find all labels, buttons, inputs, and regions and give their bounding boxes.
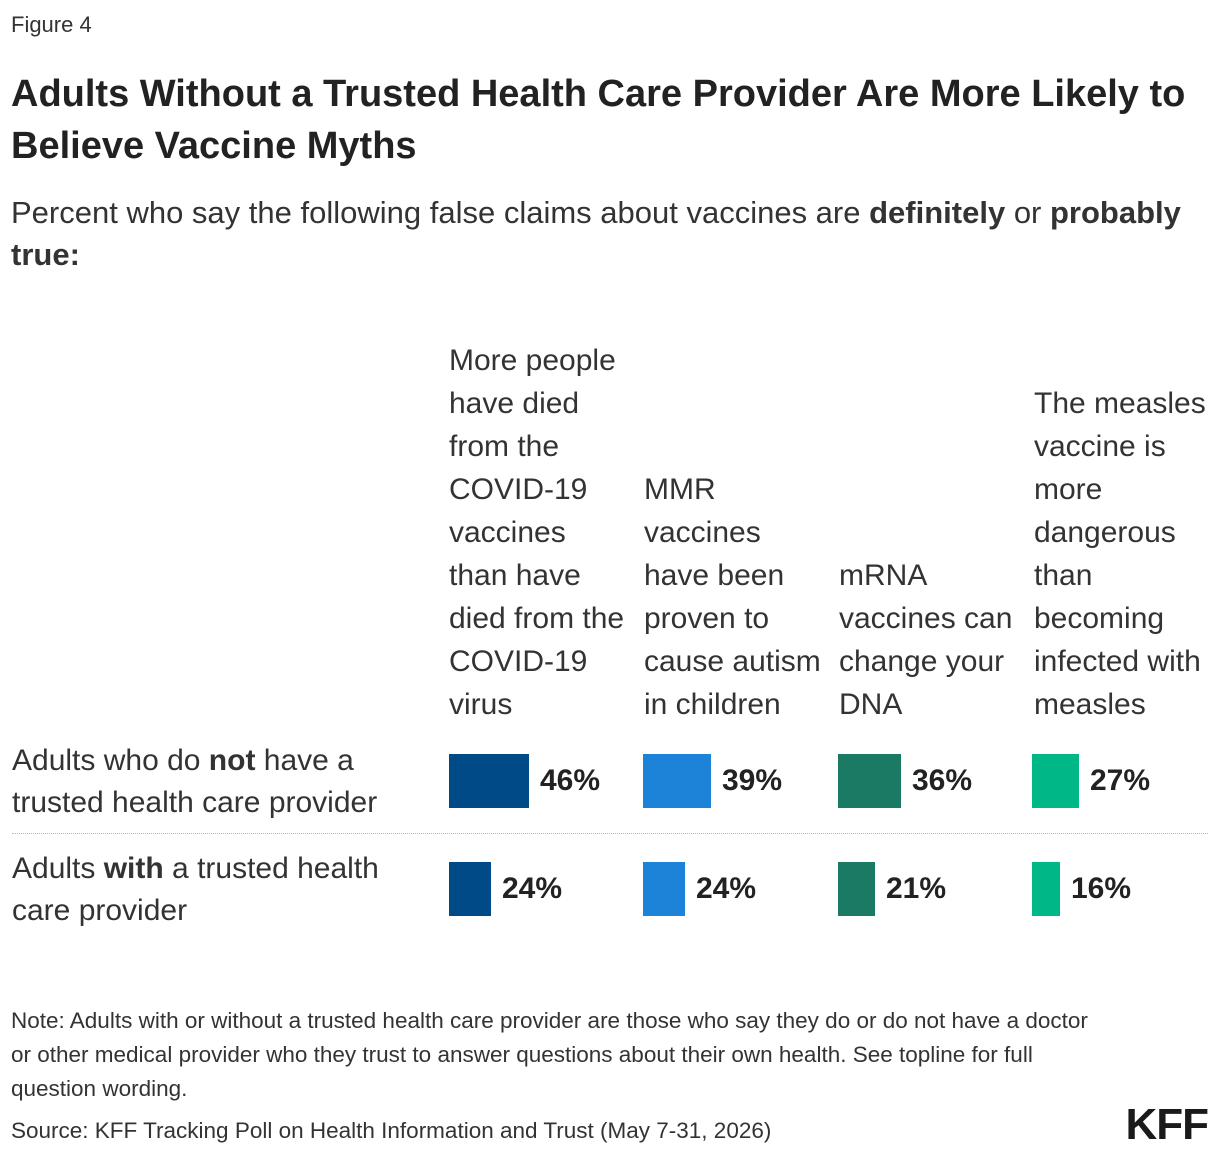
- chart-title: Adults Without a Trusted Health Care Pro…: [11, 73, 1186, 167]
- figure-label: Figure 4: [11, 12, 92, 37]
- subtitle-bold-1: definitely: [869, 195, 1006, 230]
- value-label-row2-col1: 24%: [502, 872, 563, 905]
- chart-source: Source: KFF Tracking Poll on Health Info…: [11, 1118, 772, 1143]
- bar-row2-col2: [643, 862, 685, 916]
- kff-logo: KFF: [1125, 1100, 1209, 1149]
- column-header-2: MMR vaccines have been proven to cause a…: [644, 296, 824, 726]
- row-label-bold: not: [208, 744, 256, 777]
- value-label-row1-col3: 36%: [912, 764, 973, 797]
- row-label-bold: with: [103, 852, 164, 885]
- row-divider: [12, 833, 1208, 834]
- bar-row2-col1: [449, 862, 491, 916]
- column-header-3: mRNA vaccines can change your DNA: [839, 296, 1019, 726]
- chart-note: Note: Adults with or without a trusted h…: [11, 1008, 1088, 1101]
- value-label-row2-col2: 24%: [696, 872, 757, 905]
- subtitle-text-2: or: [1005, 195, 1050, 230]
- bar-row1-col3: [838, 754, 901, 808]
- chart-subtitle: Percent who say the following false clai…: [11, 192, 1191, 276]
- bar-row2-col3: [838, 862, 875, 916]
- column-header-label: The measles vaccine is more dangerous th…: [1034, 387, 1206, 721]
- bar-row1-col1: [449, 754, 529, 808]
- subtitle-text-1: Percent who say the following false clai…: [11, 195, 870, 230]
- row-label-text: Adults who do: [12, 744, 209, 777]
- bar-row2-col4: [1032, 862, 1060, 916]
- column-header-label: mRNA vaccines can change your DNA: [839, 559, 1013, 721]
- value-label-row2-col3: 21%: [886, 872, 947, 905]
- row-label-text: a trusted health care provider: [12, 852, 379, 927]
- row-label-no-provider: Adults who do not have a trusted health …: [12, 740, 442, 824]
- value-label-row2-col4: 16%: [1071, 872, 1132, 905]
- row-label-text: Adults: [12, 852, 104, 885]
- bar-row1-col4: [1032, 754, 1079, 808]
- subtitle-bold-2: probably true:: [11, 195, 1181, 272]
- column-header-1: More people have died from the COVID-19 …: [449, 296, 629, 726]
- value-label-row1-col2: 39%: [722, 764, 783, 797]
- row-label-with-provider: Adults with a trusted health care provid…: [12, 848, 442, 932]
- bar-row1-col2: [643, 754, 711, 808]
- value-label-row1-col1: 46%: [540, 764, 601, 797]
- column-header-label: More people have died from the COVID-19 …: [449, 344, 625, 721]
- value-label-row1-col4: 27%: [1090, 764, 1151, 797]
- row-label-text: have a trusted health care provider: [12, 744, 378, 819]
- column-header-label: MMR vaccines have been proven to cause a…: [644, 473, 821, 721]
- column-header-4: The measles vaccine is more dangerous th…: [1034, 296, 1214, 726]
